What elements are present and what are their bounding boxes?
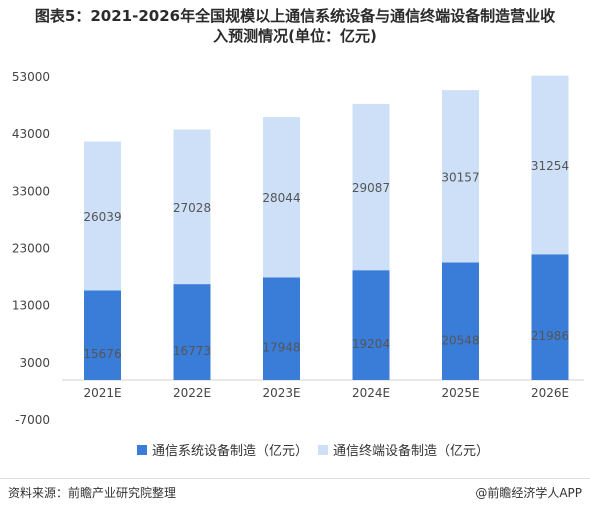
- y-tick-label: 53000: [12, 70, 50, 84]
- bar-system-equipment: [442, 262, 479, 380]
- y-tick-label: 23000: [12, 242, 50, 256]
- data-label-system-equipment: 17948: [262, 341, 300, 355]
- data-label-system-equipment: 15676: [83, 347, 121, 361]
- stacked-bar-chart: 53000 43000 33000 23000 13000 3000 -7000 15676 2…: [12, 70, 584, 459]
- legend-swatch-system-equipment: [137, 445, 147, 455]
- legend-swatch-terminal-equipment: [318, 445, 328, 455]
- y-tick-label: 43000: [12, 127, 50, 141]
- bar-terminal-equipment: [531, 75, 569, 255]
- data-label-terminal-equipment: 27028: [173, 201, 211, 215]
- footer-divider: [0, 478, 590, 479]
- legend-label-system-equipment: 通信系统设备制造（亿元）: [152, 443, 308, 459]
- y-tick-label: 3000: [19, 356, 50, 370]
- chart-title-line-2: 入预测情况(单位：亿元): [213, 27, 377, 45]
- data-label-system-equipment: 21986: [531, 329, 569, 343]
- y-tick-label: 13000: [12, 299, 50, 313]
- bar-system-equipment: [352, 270, 390, 380]
- data-label-system-equipment: 16773: [173, 344, 211, 358]
- x-category-label: 2021E: [83, 386, 121, 400]
- y-tick-label: -7000: [15, 413, 50, 427]
- bar-terminal-equipment: [352, 103, 390, 271]
- x-category-label: 2022E: [173, 386, 211, 400]
- footer: 资料来源：前瞻产业研究院整理 @前瞻经济学人APP: [0, 484, 590, 506]
- bar-terminal-equipment: [173, 129, 211, 285]
- bar-terminal-equipment: [84, 141, 121, 291]
- data-label-terminal-equipment: 28044: [262, 191, 300, 205]
- source-note: 资料来源：前瞻产业研究院整理: [8, 486, 177, 500]
- x-category-label: 2024E: [352, 386, 390, 400]
- y-tick-label: 33000: [12, 184, 50, 198]
- data-label-terminal-equipment: 30157: [441, 170, 479, 184]
- bar-terminal-equipment: [442, 90, 479, 263]
- bar-system-equipment: [173, 284, 211, 380]
- data-label-terminal-equipment: 29087: [352, 181, 390, 195]
- x-category-label: 2023E: [262, 386, 300, 400]
- bar-terminal-equipment: [263, 117, 300, 278]
- chart-title: 图表5：2021-2026年全国规模以上通信系统设备与通信终端设备制造营业收 入…: [0, 6, 590, 46]
- bar-system-equipment: [531, 254, 569, 380]
- data-label-system-equipment: 19204: [352, 337, 390, 351]
- chart-title-line-1: 图表5：2021-2026年全国规模以上通信系统设备与通信终端设备制造营业收: [34, 7, 556, 25]
- legend-label-terminal-equipment: 通信终端设备制造（亿元）: [333, 443, 489, 459]
- bar-system-equipment: [263, 277, 300, 380]
- x-category-label: 2025E: [441, 386, 479, 400]
- bar-system-equipment: [84, 290, 121, 380]
- data-label-terminal-equipment: 31254: [531, 159, 569, 173]
- x-category-label: 2026E: [531, 386, 569, 400]
- brand-label: @前瞻经济学人APP: [475, 486, 582, 500]
- data-label-terminal-equipment: 26039: [83, 210, 121, 224]
- data-label-system-equipment: 20548: [441, 333, 479, 347]
